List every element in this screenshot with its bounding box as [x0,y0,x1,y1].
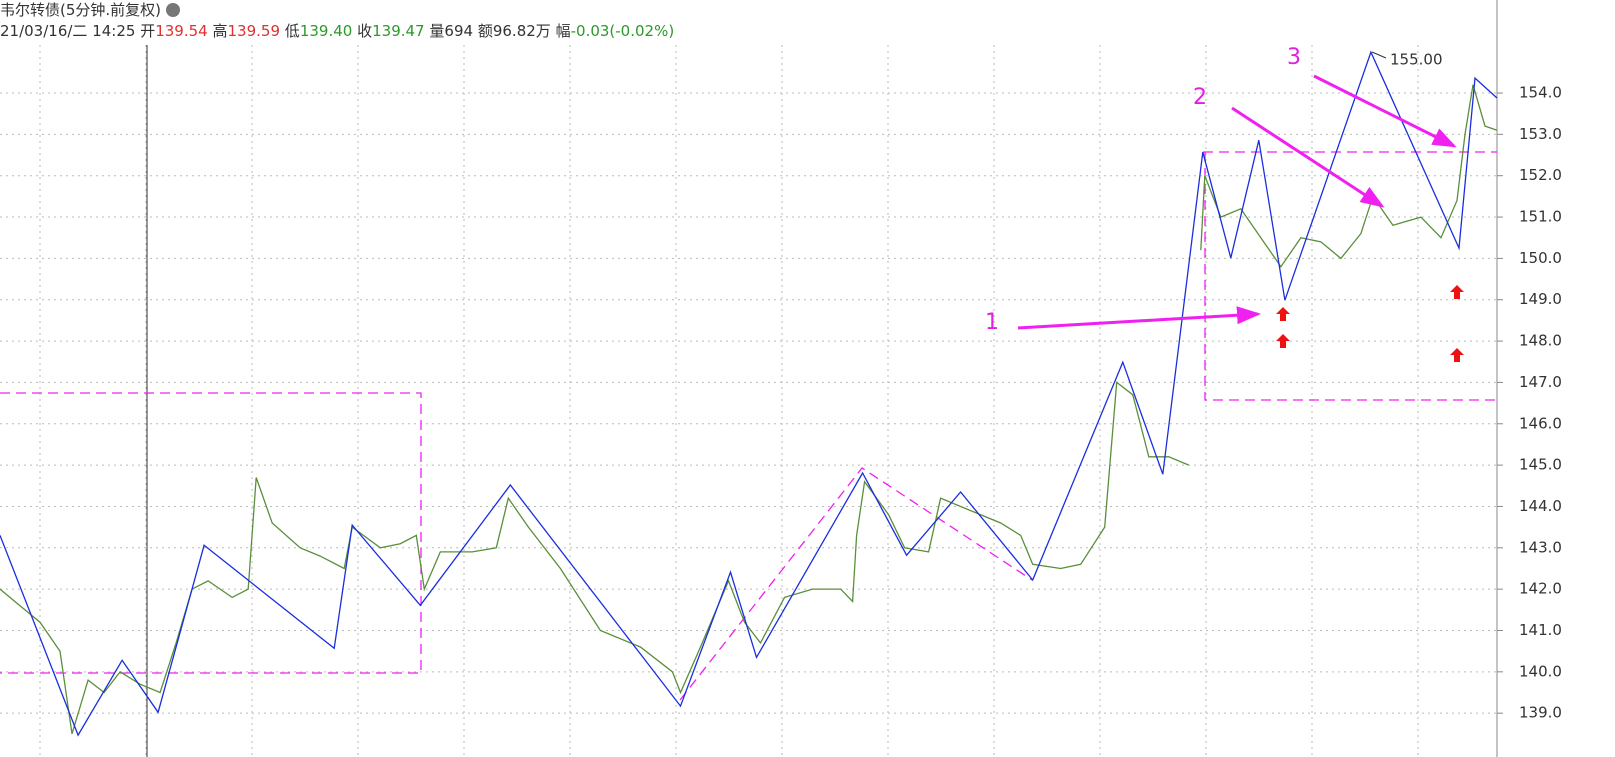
field-label: 低 [284,22,300,40]
peak-pointer [1371,51,1387,59]
info-field: 收139.47 [357,22,425,40]
info-field: 量694 [429,22,473,40]
y-tick-label: 154.0 [1519,84,1562,102]
info-row: 21/03/16/二 14:25 开139.54 高139.59 低139.40… [0,21,674,42]
arrow [1313,74,1457,148]
y-tick-label: 148.0 [1519,332,1562,350]
annotation-label: 2 [1193,85,1207,110]
grid [0,45,1497,757]
annotation-label: 3 [1287,45,1301,70]
y-tick-label: 141.0 [1519,621,1562,639]
dropdown-icon[interactable] [165,3,180,17]
header: 韦尔转债(5分钟.前复权) 21/03/16/二 14:25 开139.54 高… [0,0,675,42]
y-tick-label: 145.0 [1519,456,1562,474]
info-field: 低139.40 [285,22,353,40]
field-value: 139.59 [227,22,281,40]
y-tick-label: 152.0 [1519,166,1562,184]
y-tick-label: 153.0 [1519,125,1562,143]
series-line [0,50,1498,737]
field-label: 幅 [555,22,571,40]
y-tick-label: 147.0 [1519,373,1562,391]
info-field: 幅-0.03(-0.02%) [556,22,675,40]
y-tick-label: 139.0 [1519,704,1562,722]
field-value: 139.54 [155,22,208,40]
arrows [1017,74,1457,330]
up-arrow [1276,307,1290,321]
series-line [0,84,1498,734]
field-value: 139.47 [372,22,425,40]
annotation-label: 1 [985,310,999,335]
up-arrow [1450,348,1464,362]
title: 韦尔转债(5分钟.前复权) [0,1,162,19]
info-field: 额96.82万 [478,22,551,40]
arrow [1231,106,1385,208]
dashed-boxes [0,151,1497,701]
field-label: 收 [357,22,373,40]
field-value: 96.82万 [492,22,551,40]
field-label: 额 [477,22,493,40]
y-tick-label: 142.0 [1519,580,1562,598]
field-value: -0.03(-0.02%) [570,22,675,40]
plot [0,50,1498,737]
datetime: 21/03/16/二 14:25 [0,22,136,40]
y-tick-label: 144.0 [1519,497,1562,515]
info-field: 开139.54 [140,22,208,40]
field-label: 高 [212,22,228,40]
up-arrow [1276,334,1290,348]
buy-signals [1276,285,1464,362]
box-right [1204,152,1497,401]
y-tick-label: 149.0 [1519,290,1562,308]
y-tick-label: 150.0 [1519,249,1562,267]
box-left [0,392,422,674]
field-label: 量 [429,22,445,40]
y-tick-label: 146.0 [1519,414,1562,432]
info-field: 高139.59 [213,22,281,40]
field-value: 694 [444,22,474,40]
arrow [1017,306,1261,330]
y-tick-label: 140.0 [1519,662,1562,680]
trend-dashed [679,467,1033,701]
up-arrow [1450,285,1464,299]
peak-label: 155.00 [1390,51,1443,69]
y-tick-label: 151.0 [1519,208,1562,226]
title-row: 韦尔转债(5分钟.前复权) [0,0,674,21]
field-value: 139.40 [299,22,353,40]
field-label: 开 [140,22,156,40]
y-tick-label: 143.0 [1519,538,1562,556]
